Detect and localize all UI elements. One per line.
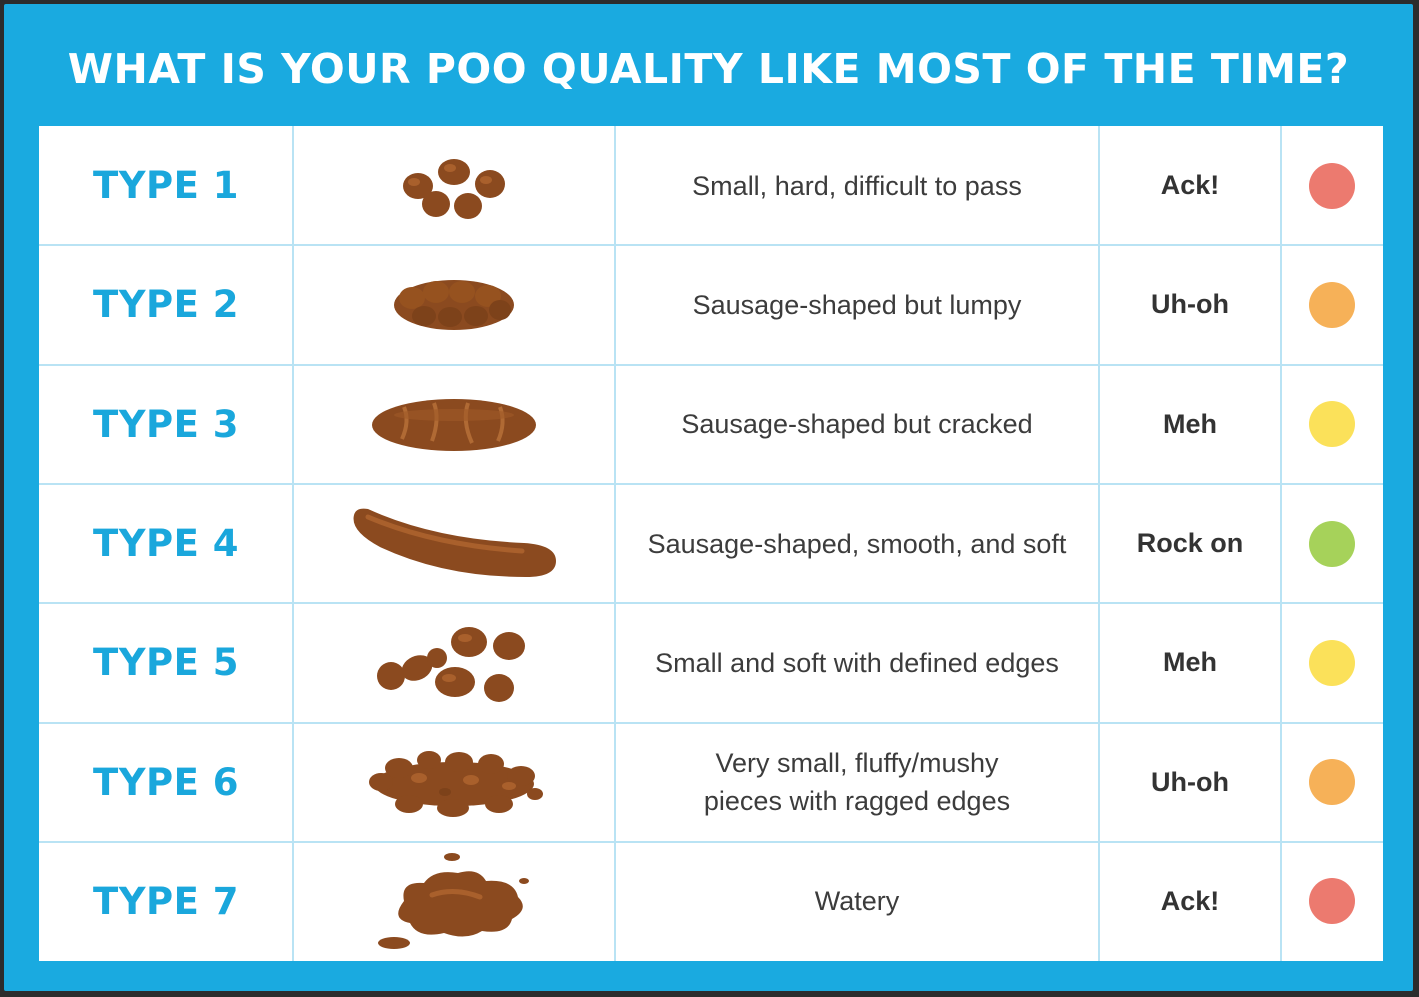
- separate-hard-lumps-icon: [293, 126, 615, 245]
- type-label: TYPE 4: [92, 522, 240, 566]
- row-divider: [39, 721, 1383, 724]
- mushy-pieces-icon: [293, 723, 615, 842]
- status-dot-yellow: [1309, 401, 1355, 448]
- description-line-1: Very small, fluffy/mushy: [715, 748, 999, 779]
- description: Small, hard, difficult to pass: [692, 170, 1022, 201]
- row-divider: [39, 482, 1383, 485]
- type-label: TYPE 3: [92, 402, 240, 446]
- verdict: Ack!: [1160, 885, 1220, 916]
- smooth-sausage-icon: [293, 484, 615, 603]
- verdict: Meh: [1163, 647, 1217, 678]
- status-dot-green: [1309, 520, 1355, 567]
- stool-type-table: TYPE 1 Small, hard, difficult to pass Ac: [39, 126, 1383, 961]
- lumpy-sausage-icon: [293, 245, 615, 364]
- description: Very small, fluffy/mushy pieces with rag…: [690, 744, 1024, 820]
- column-divider: [1098, 126, 1100, 961]
- row-divider: [39, 602, 1383, 605]
- column-divider: [1280, 126, 1282, 961]
- description: Watery: [814, 886, 900, 917]
- type-label: TYPE 5: [92, 641, 240, 685]
- watery-puddle-icon: [293, 842, 615, 961]
- status-dot-red: [1309, 878, 1355, 925]
- type-label: TYPE 7: [92, 879, 240, 923]
- status-dot-orange: [1309, 759, 1355, 806]
- type-label: TYPE 2: [92, 283, 240, 327]
- status-dot-orange: [1309, 281, 1355, 328]
- verdict: Rock on: [1136, 528, 1244, 559]
- page-title: WHAT IS YOUR POO QUALITY LIKE MOST OF TH…: [67, 45, 1350, 93]
- table-row: TYPE 4 Sausage-shaped, smooth, and soft …: [39, 484, 1383, 603]
- poster: WHAT IS YOUR POO QUALITY LIKE MOST OF TH…: [4, 4, 1413, 991]
- column-divider: [292, 126, 294, 961]
- verdict: Meh: [1163, 408, 1217, 439]
- verdict: Uh-oh: [1151, 766, 1229, 797]
- description: Sausage-shaped but cracked: [681, 409, 1033, 440]
- soft-blobs-icon: [293, 603, 615, 722]
- table-row: TYPE 5 Small and soft with defined: [39, 603, 1383, 722]
- description-line-2: pieces with ragged edges: [703, 786, 1011, 817]
- table-row: TYPE 7 Watery Ack!: [39, 842, 1383, 961]
- table-row: TYPE 3 Sausage-shaped but cracked Meh: [39, 365, 1383, 484]
- column-divider: [614, 126, 616, 961]
- row-divider: [39, 363, 1383, 366]
- status-dot-yellow: [1309, 639, 1355, 686]
- description: Small and soft with defined edges: [655, 647, 1059, 678]
- table-row: TYPE 1 Small, hard, difficult to pass Ac: [39, 126, 1383, 245]
- type-label: TYPE 1: [92, 164, 240, 208]
- row-divider: [39, 244, 1383, 247]
- type-label: TYPE 6: [92, 760, 240, 804]
- description: Sausage-shaped but lumpy: [692, 289, 1022, 320]
- table-row: TYPE 2 Sausage-shaped but lumpy: [39, 245, 1383, 364]
- table-row: TYPE 6: [39, 723, 1383, 842]
- status-dot-red: [1309, 162, 1355, 209]
- row-divider: [39, 840, 1383, 843]
- verdict: Uh-oh: [1151, 289, 1229, 320]
- cracked-sausage-icon: [293, 365, 615, 484]
- description: Sausage-shaped, smooth, and soft: [647, 528, 1067, 559]
- verdict: Ack!: [1160, 170, 1220, 201]
